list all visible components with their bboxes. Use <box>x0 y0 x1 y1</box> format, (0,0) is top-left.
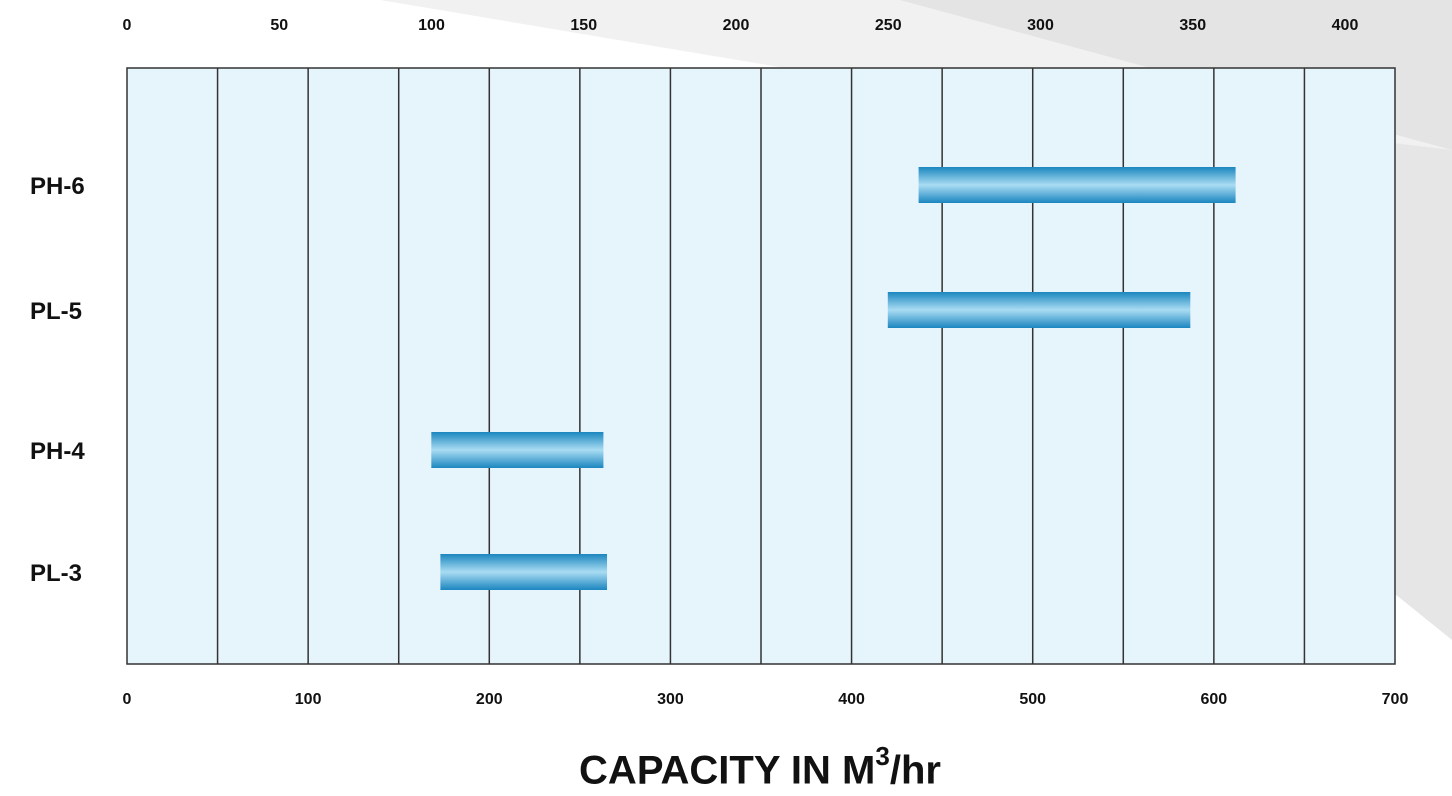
top-tick-label: 250 <box>875 17 902 34</box>
top-tick-label: 100 <box>418 17 445 34</box>
top-tick-label: 350 <box>1179 17 1206 34</box>
x-axis-title: CAPACITY IN M3/hr <box>579 741 941 793</box>
range-bars <box>431 167 1236 590</box>
bottom-tick-label: 400 <box>838 691 865 708</box>
bottom-tick-label: 200 <box>476 691 503 708</box>
bottom-tick-label: 700 <box>1382 691 1409 708</box>
range-bar-pl-3 <box>440 554 608 590</box>
top-axis-ticks: 0 50 100 150 200 250 300 350 400 <box>123 17 1359 34</box>
range-bar-ph-6 <box>918 167 1236 203</box>
range-bar-ph-4 <box>431 432 604 468</box>
bottom-tick-label: 300 <box>657 691 684 708</box>
category-label: PL-5 <box>30 298 82 325</box>
category-label: PH-6 <box>30 173 85 200</box>
category-labels: PH-6 PL-5 PH-4 PL-3 <box>30 173 85 587</box>
bottom-tick-label: 500 <box>1019 691 1046 708</box>
bottom-axis-ticks: 0 100 200 300 400 500 600 700 <box>123 691 1409 708</box>
category-label: PH-4 <box>30 438 85 465</box>
category-label: PL-3 <box>30 560 82 587</box>
top-tick-label: 200 <box>723 17 750 34</box>
bottom-tick-label: 600 <box>1201 691 1228 708</box>
bottom-tick-label: 0 <box>123 691 132 708</box>
top-tick-label: 300 <box>1027 17 1054 34</box>
top-tick-label: 400 <box>1332 17 1359 34</box>
top-tick-label: 0 <box>123 17 132 34</box>
range-bar-pl-5 <box>887 292 1191 328</box>
top-tick-label: 50 <box>270 17 288 34</box>
bottom-tick-label: 100 <box>295 691 322 708</box>
top-tick-label: 150 <box>570 17 597 34</box>
